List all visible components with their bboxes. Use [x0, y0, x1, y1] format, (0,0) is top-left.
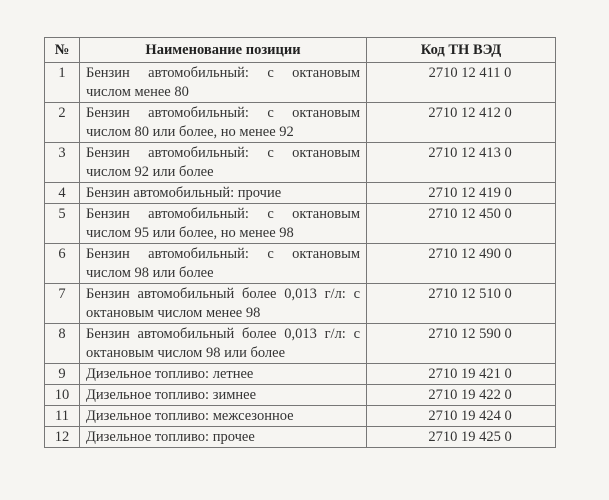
- table-header-row: № Наименование позиции Код ТН ВЭД: [44, 37, 556, 63]
- row-code: 2710 19 421 0: [366, 363, 556, 385]
- row-number: 4: [44, 182, 80, 204]
- row-number: 8: [44, 323, 80, 364]
- table-row: 6 Бензин автомобильный: с октановым число…: [44, 243, 556, 284]
- fuel-codes-table: № Наименование позиции Код ТН ВЭД 1 Бензи…: [44, 37, 556, 448]
- row-code: 2710 12 490 0: [366, 243, 556, 284]
- row-code: 2710 12 450 0: [366, 203, 556, 244]
- row-name: Бензин автомобильный: с октановым числом…: [79, 243, 367, 284]
- table-row: 12 Дизельное топливо: прочее 2710 19 425 0: [44, 426, 556, 448]
- row-number: 11: [44, 405, 80, 427]
- row-code: 2710 12 412 0: [366, 102, 556, 143]
- row-name: Бензин автомобильный более 0,013 г/л: с …: [79, 283, 367, 324]
- row-number: 10: [44, 384, 80, 406]
- header-name: Наименование позиции: [79, 37, 367, 63]
- row-code: 2710 19 422 0: [366, 384, 556, 406]
- row-number: 9: [44, 363, 80, 385]
- row-name: Дизельное топливо: прочее: [79, 426, 367, 448]
- table-row: 11 Дизельное топливо: межсезонное 2710 19 …: [44, 405, 556, 427]
- row-name: Бензин автомобильный: с октановым числом…: [79, 62, 367, 103]
- row-code: 2710 19 425 0: [366, 426, 556, 448]
- row-code: 2710 12 411 0: [366, 62, 556, 103]
- row-name: Дизельное топливо: межсезонное: [79, 405, 367, 427]
- row-name: Бензин автомобильный: с октановым числом…: [79, 142, 367, 183]
- row-number: 7: [44, 283, 80, 324]
- row-code: 2710 19 424 0: [366, 405, 556, 427]
- row-name: Бензин автомобильный: прочие: [79, 182, 367, 204]
- table-row: 9 Дизельное топливо: летнее 2710 19 421 0: [44, 363, 556, 385]
- row-name: Бензин автомобильный: с октановым числом…: [79, 203, 367, 244]
- row-number: 2: [44, 102, 80, 143]
- row-number: 3: [44, 142, 80, 183]
- table-row: 1 Бензин автомобильный: с октановым число…: [44, 62, 556, 103]
- row-name: Бензин автомобильный более 0,013 г/л: с …: [79, 323, 367, 364]
- row-name: Дизельное топливо: зимнее: [79, 384, 367, 406]
- table-row: 8 Бензин автомобильный более 0,013 г/л: с…: [44, 323, 556, 364]
- table-row: 4 Бензин автомобильный: прочие 2710 12 419…: [44, 182, 556, 204]
- row-code: 2710 12 510 0: [366, 283, 556, 324]
- table-row: 10 Дизельное топливо: зимнее 2710 19 422 0: [44, 384, 556, 406]
- row-name: Бензин автомобильный: с октановым числом…: [79, 102, 367, 143]
- row-code: 2710 12 419 0: [366, 182, 556, 204]
- table-row: 5 Бензин автомобильный: с октановым число…: [44, 203, 556, 244]
- row-code: 2710 12 590 0: [366, 323, 556, 364]
- table-row: 2 Бензин автомобильный: с октановым число…: [44, 102, 556, 143]
- row-number: 6: [44, 243, 80, 284]
- row-name: Дизельное топливо: летнее: [79, 363, 367, 385]
- row-code: 2710 12 413 0: [366, 142, 556, 183]
- header-code: Код ТН ВЭД: [366, 37, 556, 63]
- table-row: 7 Бензин автомобильный более 0,013 г/л: с…: [44, 283, 556, 324]
- header-number: №: [44, 37, 80, 63]
- table-row: 3 Бензин автомобильный: с октановым число…: [44, 142, 556, 183]
- row-number: 12: [44, 426, 80, 448]
- row-number: 1: [44, 62, 80, 103]
- row-number: 5: [44, 203, 80, 244]
